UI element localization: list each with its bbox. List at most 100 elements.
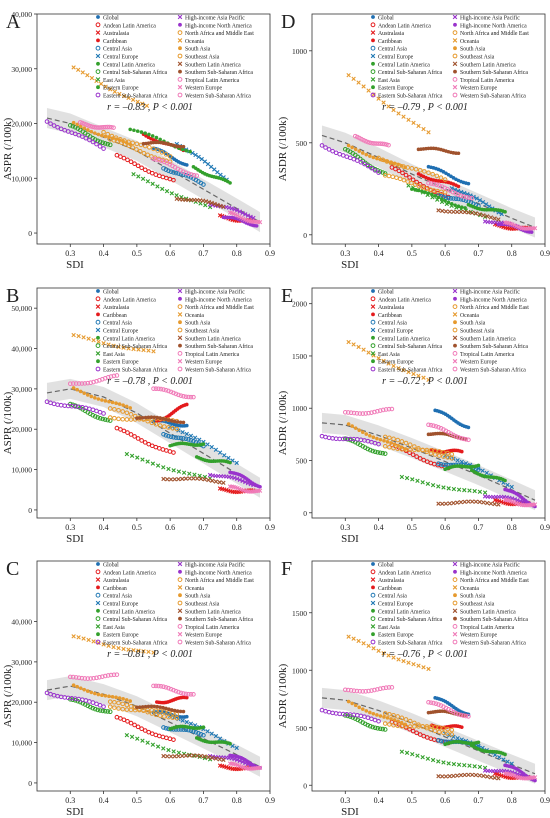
- data-point: [151, 386, 156, 391]
- confidence-band: [321, 412, 536, 511]
- data-point: [496, 502, 501, 507]
- data-point: [448, 196, 454, 201]
- legend-label: Global: [378, 290, 394, 296]
- legend-marker: [178, 296, 182, 301]
- data-point: [405, 165, 410, 170]
- legend-label: Australasia: [378, 578, 405, 584]
- series-eastern-sub-saharan-africa: [44, 690, 106, 709]
- trend-line: [321, 697, 536, 775]
- data-point: [168, 434, 174, 440]
- data-point: [451, 196, 456, 201]
- data-point: [169, 191, 174, 196]
- data-point: [466, 181, 471, 186]
- data-point: [389, 441, 393, 445]
- legend-marker: [178, 46, 182, 51]
- data-point: [98, 125, 104, 130]
- data-point: [456, 435, 461, 440]
- legend-label: Southeast Asia: [460, 602, 495, 608]
- legend-marker: [370, 343, 376, 348]
- data-point: [213, 756, 219, 761]
- data-point: [76, 635, 81, 640]
- data-point: [80, 134, 85, 139]
- series-andean-latin-america: [114, 425, 176, 455]
- legend-label: Southern Latin America: [460, 609, 516, 615]
- series-southern-latin-america: [161, 753, 226, 763]
- data-point: [140, 415, 145, 420]
- data-point: [412, 182, 418, 187]
- data-point: [151, 349, 156, 354]
- data-point: [120, 416, 126, 422]
- data-point: [462, 487, 467, 493]
- legend-marker: [453, 296, 457, 301]
- data-point: [455, 209, 460, 215]
- data-point: [87, 137, 92, 143]
- data-point: [180, 147, 185, 152]
- y-tick-label: 10,000: [11, 466, 32, 475]
- data-point: [117, 696, 122, 700]
- legend-label: Andean Latin America: [103, 570, 156, 576]
- data-point: [116, 645, 121, 651]
- data-point: [55, 402, 60, 407]
- series-oceania: [346, 73, 431, 135]
- data-point: [240, 478, 245, 484]
- x-tick-label: 0.3: [65, 796, 75, 805]
- series-north-africa-and-middle-east: [382, 711, 455, 737]
- series-south-asia: [346, 699, 407, 727]
- correlation-stat: r = –0.81 , P < 0.001: [107, 649, 193, 660]
- data-point: [183, 436, 189, 442]
- data-point: [135, 724, 141, 730]
- data-point: [243, 212, 248, 217]
- legend-label: Western Sub-Saharan Africa: [185, 367, 251, 374]
- x-tick-label: 0.8: [507, 249, 517, 258]
- series-southern-sub-saharan-africa: [135, 415, 186, 425]
- data-point: [375, 726, 381, 731]
- data-point: [132, 128, 136, 133]
- data-point: [118, 427, 123, 432]
- data-point: [442, 189, 448, 195]
- series-andean-latin-america: [114, 152, 176, 183]
- data-point: [107, 406, 113, 411]
- data-point: [237, 209, 243, 214]
- series-central-asia: [161, 166, 206, 187]
- data-point: [76, 67, 81, 73]
- data-point: [146, 704, 151, 709]
- data-point: [107, 415, 113, 420]
- data-point: [139, 438, 144, 443]
- plot-frame: [36, 13, 271, 245]
- data-point: [78, 124, 83, 129]
- legend-marker: [96, 585, 100, 590]
- data-point: [92, 414, 98, 419]
- data-point: [75, 684, 79, 689]
- data-point: [360, 411, 366, 416]
- data-point: [350, 145, 354, 150]
- data-point: [135, 436, 141, 441]
- data-point: [78, 686, 83, 690]
- data-point: [174, 193, 179, 198]
- legend-label: Tropical Latin America: [185, 78, 240, 84]
- series-eastern-europe: [469, 743, 507, 757]
- legend-marker: [96, 608, 100, 613]
- data-point: [484, 214, 490, 219]
- data-point: [380, 726, 386, 732]
- data-point: [436, 424, 441, 430]
- data-point: [132, 722, 137, 728]
- data-point: [93, 396, 97, 400]
- legend-label: Central Asia: [103, 321, 132, 327]
- data-point: [380, 157, 386, 163]
- data-point: [170, 419, 174, 423]
- data-point: [89, 129, 94, 134]
- data-point: [391, 655, 396, 660]
- data-point: [234, 476, 240, 481]
- data-point: [323, 434, 328, 440]
- data-point: [454, 205, 459, 210]
- data-point: [346, 422, 351, 426]
- data-point: [105, 124, 110, 130]
- data-point: [372, 449, 378, 455]
- data-point: [85, 73, 90, 78]
- legend-label: Eastern Sub-Saharan Africa: [103, 640, 168, 647]
- data-point: [112, 407, 117, 412]
- series-western-europe: [227, 210, 263, 225]
- data-point: [440, 208, 445, 214]
- data-point: [367, 447, 373, 453]
